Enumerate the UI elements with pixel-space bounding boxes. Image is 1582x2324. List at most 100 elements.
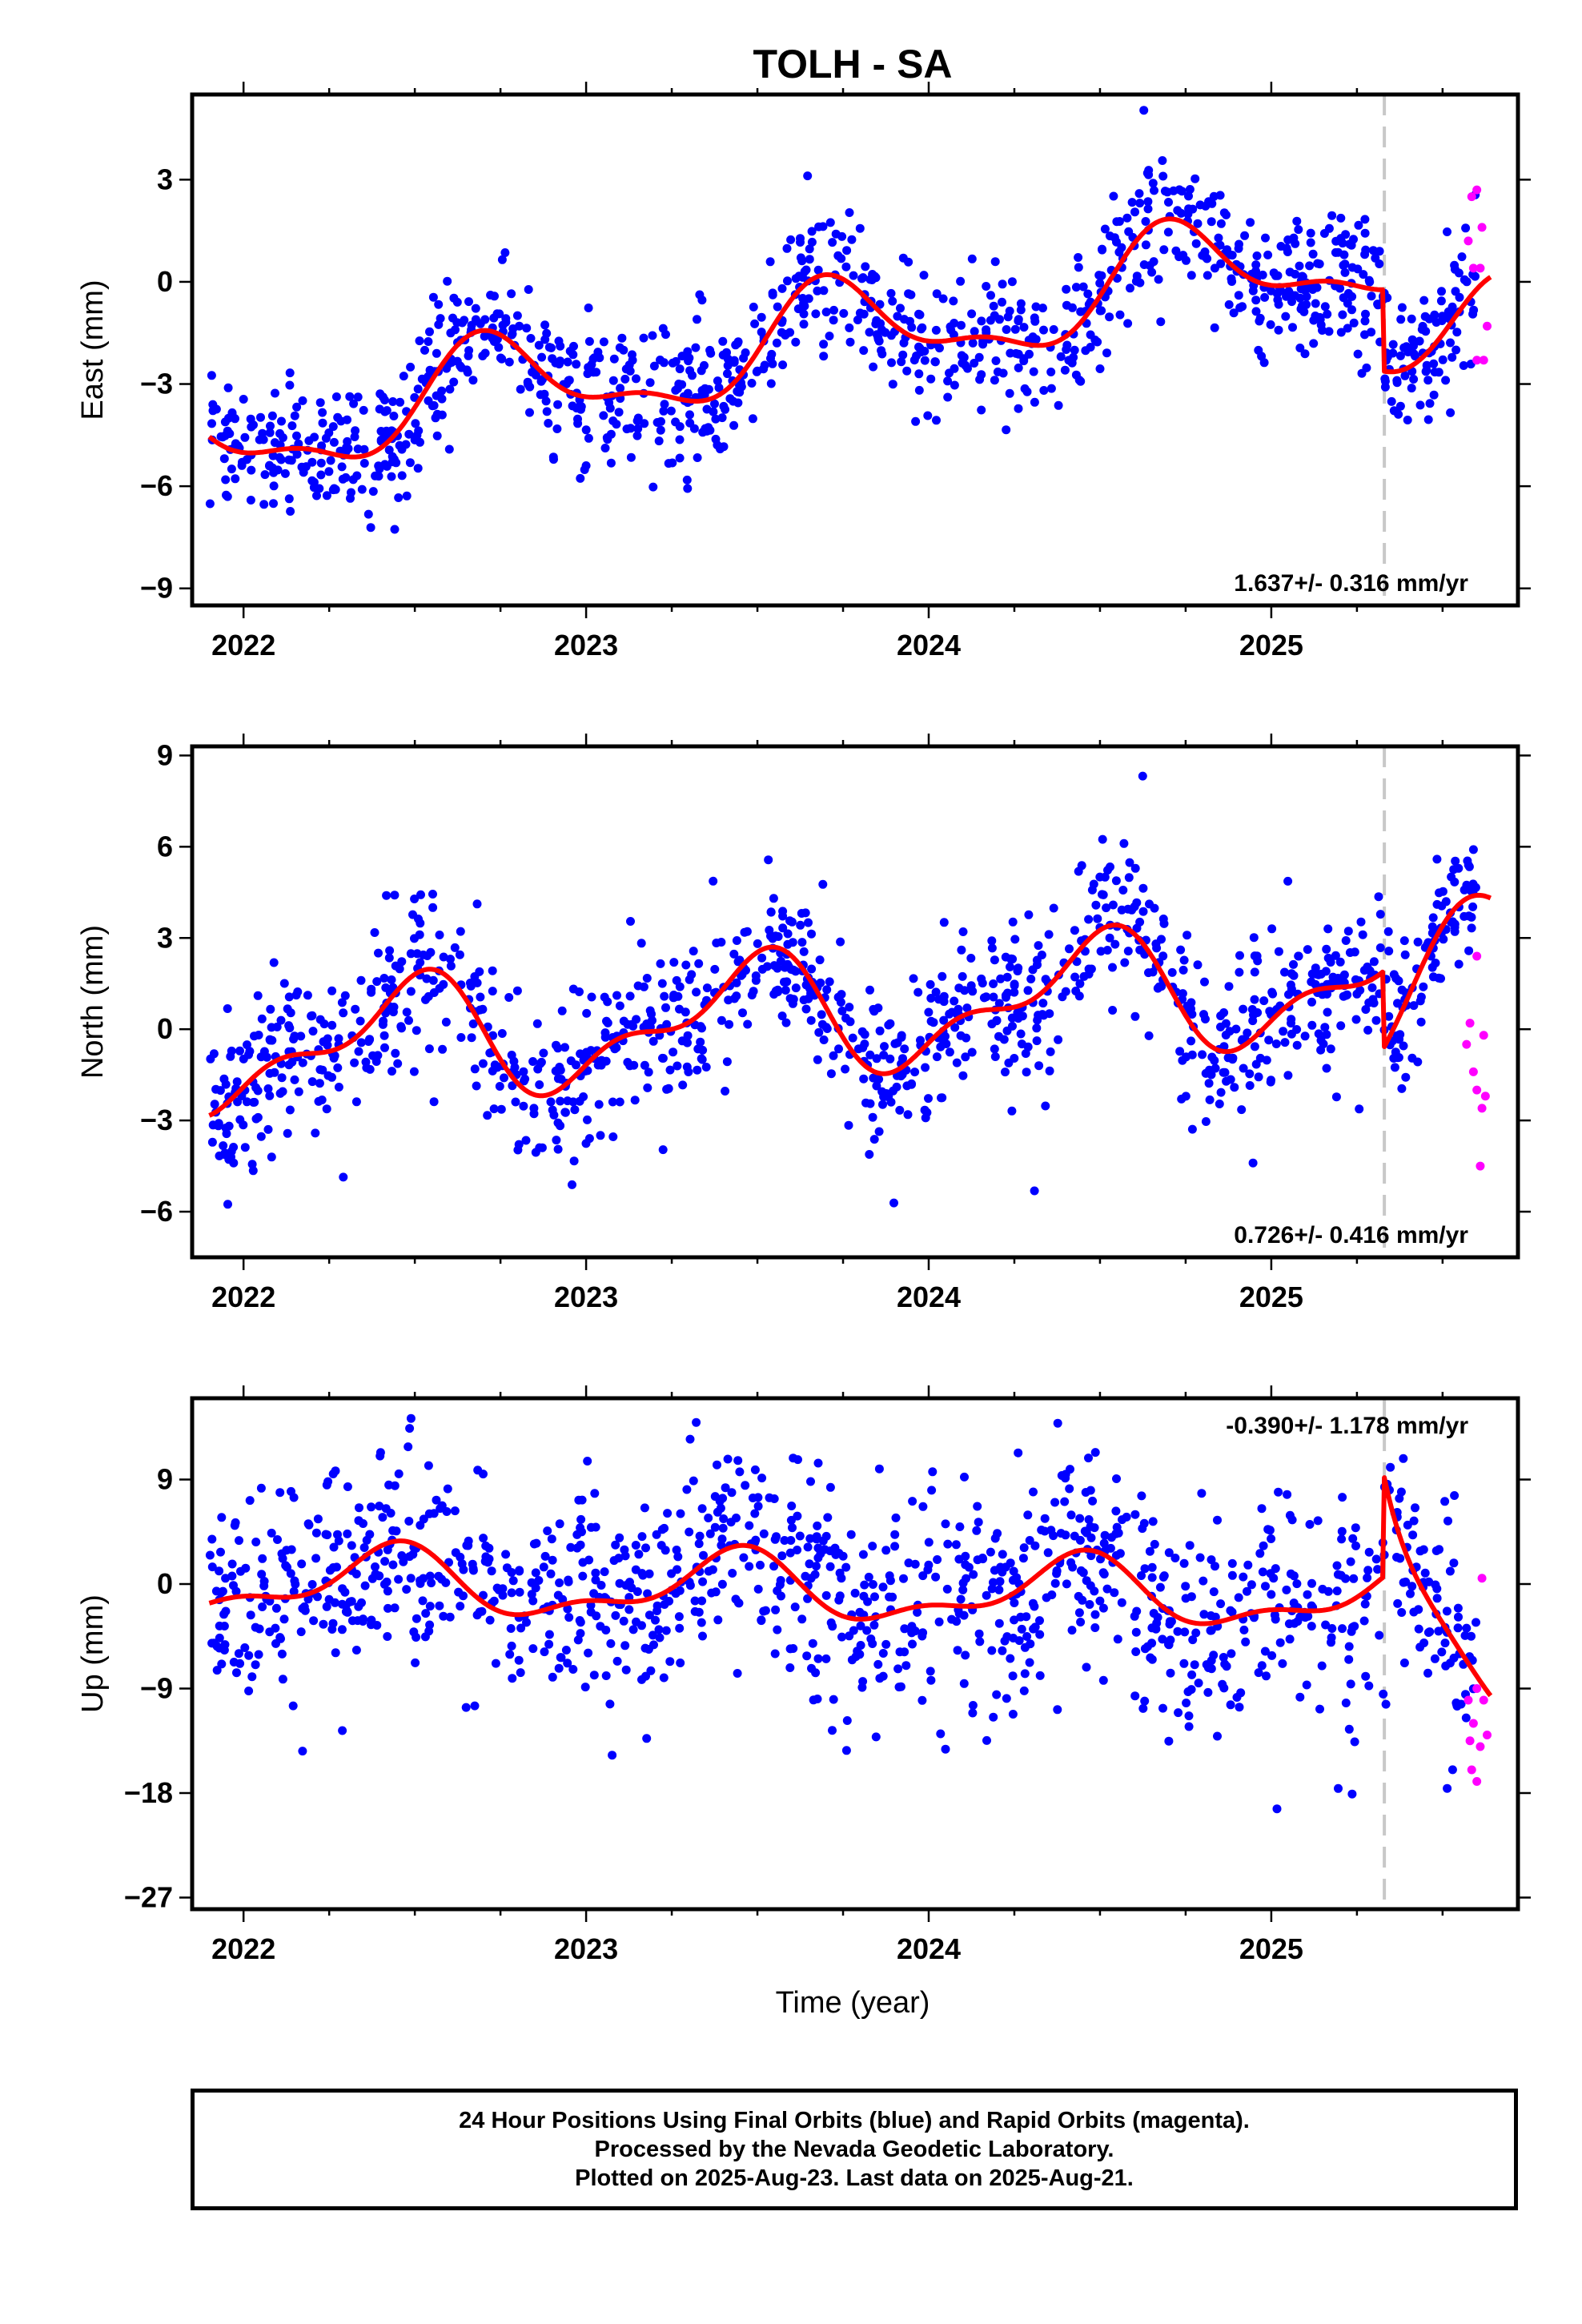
- final-orbit-point: [1241, 1637, 1251, 1647]
- final-orbit-point: [1084, 915, 1094, 924]
- final-orbit-point: [939, 1015, 949, 1025]
- final-orbit-point: [412, 949, 422, 959]
- final-orbit-point: [1419, 982, 1428, 991]
- final-orbit-point: [343, 415, 351, 424]
- final-orbit-point: [815, 955, 825, 965]
- final-orbit-point: [539, 1562, 548, 1572]
- final-orbit-point: [1114, 1528, 1123, 1538]
- rapid-orbit-point: [1479, 1695, 1488, 1705]
- final-orbit-point: [445, 1612, 455, 1622]
- final-orbit-point: [211, 1084, 221, 1094]
- final-orbit-point: [845, 337, 855, 347]
- final-orbit-point: [1347, 1789, 1357, 1799]
- final-orbit-point: [1126, 283, 1134, 293]
- final-orbit-point: [568, 401, 577, 411]
- final-orbit-point: [1061, 987, 1070, 996]
- final-orbit-point: [842, 1716, 852, 1725]
- final-orbit-point: [630, 1096, 640, 1105]
- final-orbit-point: [1185, 185, 1195, 194]
- final-orbit-point: [1267, 1534, 1276, 1543]
- final-orbit-point: [421, 1609, 431, 1618]
- final-orbit-point: [1303, 945, 1312, 955]
- final-orbit-point: [1065, 1484, 1074, 1494]
- final-orbit-point: [1367, 292, 1376, 301]
- final-orbit-point: [1464, 862, 1474, 871]
- final-orbit-point: [927, 1486, 937, 1495]
- final-orbit-point: [729, 420, 739, 430]
- final-orbit-point: [456, 927, 465, 936]
- final-orbit-point: [1024, 910, 1034, 919]
- final-orbit-point: [1360, 1599, 1370, 1609]
- final-orbit-point: [1003, 988, 1012, 998]
- final-orbit-point: [968, 338, 978, 348]
- final-orbit-point: [425, 1602, 435, 1611]
- final-orbit-point: [1462, 277, 1472, 287]
- final-orbit-point: [424, 337, 433, 346]
- final-orbit-point: [311, 1554, 321, 1563]
- final-orbit-point: [1423, 1668, 1432, 1678]
- final-orbit-point: [402, 491, 412, 501]
- final-orbit-point: [825, 1482, 835, 1492]
- final-orbit-point: [449, 293, 459, 303]
- final-orbit-point: [1380, 382, 1390, 392]
- final-orbit-point: [554, 1663, 564, 1673]
- final-orbit-point: [528, 368, 537, 377]
- final-orbit-point: [521, 1136, 531, 1145]
- final-orbit-point: [721, 1087, 730, 1096]
- final-orbit-point: [1364, 1547, 1374, 1557]
- final-orbit-point: [566, 1056, 576, 1066]
- final-orbit-point: [298, 1604, 307, 1613]
- final-orbit-point: [1181, 1582, 1191, 1591]
- final-orbit-point: [959, 352, 969, 362]
- final-orbit-point: [1361, 1005, 1371, 1014]
- final-orbit-point: [898, 1054, 907, 1063]
- final-orbit-point: [857, 1027, 867, 1036]
- final-orbit-point: [1344, 1642, 1354, 1651]
- final-orbit-point: [685, 1527, 694, 1537]
- final-orbit-point: [1028, 332, 1038, 342]
- final-orbit-point: [1423, 376, 1433, 385]
- final-orbit-point: [267, 463, 277, 472]
- final-orbit-point: [1084, 1515, 1094, 1524]
- final-orbit-point: [1454, 268, 1464, 278]
- final-orbit-point: [289, 1586, 299, 1596]
- final-orbit-point: [1383, 927, 1393, 936]
- final-orbit-point: [507, 289, 516, 299]
- final-orbit-point: [1454, 1612, 1463, 1622]
- final-orbit-point: [1446, 408, 1456, 417]
- final-orbit-point: [1411, 352, 1419, 361]
- model-fit-curve: [208, 1475, 1493, 1698]
- final-orbit-point: [408, 910, 417, 919]
- final-orbit-point: [524, 380, 532, 389]
- final-orbit-point: [645, 1006, 655, 1015]
- final-orbit-point: [1468, 309, 1478, 319]
- final-orbit-point: [825, 332, 834, 341]
- final-orbit-point: [917, 1631, 927, 1641]
- final-orbit-point: [354, 1602, 363, 1611]
- final-orbit-point: [1186, 1685, 1196, 1695]
- final-orbit-point: [1300, 1031, 1310, 1041]
- final-orbit-point: [893, 312, 902, 321]
- final-orbit-point: [654, 1625, 664, 1634]
- final-orbit-point: [387, 457, 397, 467]
- final-orbit-point: [515, 1587, 524, 1597]
- final-orbit-point: [1163, 227, 1173, 237]
- final-orbit-point: [1023, 986, 1033, 995]
- final-orbit-point: [412, 1633, 421, 1642]
- final-orbit-point: [1341, 991, 1351, 1000]
- final-orbit-point: [500, 1073, 508, 1083]
- final-orbit-point: [865, 985, 874, 995]
- final-orbit-point: [601, 1671, 611, 1680]
- final-orbit-point: [563, 1604, 572, 1614]
- final-orbit-point: [1081, 1488, 1090, 1497]
- final-orbit-point: [600, 1028, 610, 1038]
- final-orbit-point: [1215, 240, 1225, 250]
- final-orbit-point: [711, 1587, 721, 1597]
- final-orbit-point: [1062, 1579, 1071, 1589]
- final-orbit-point: [1263, 250, 1273, 259]
- final-orbit-point: [1049, 1531, 1058, 1541]
- final-orbit-point: [277, 1649, 287, 1659]
- final-orbit-point: [1022, 1632, 1032, 1641]
- final-orbit-point: [1007, 1106, 1017, 1116]
- final-orbit-point: [1038, 999, 1048, 1008]
